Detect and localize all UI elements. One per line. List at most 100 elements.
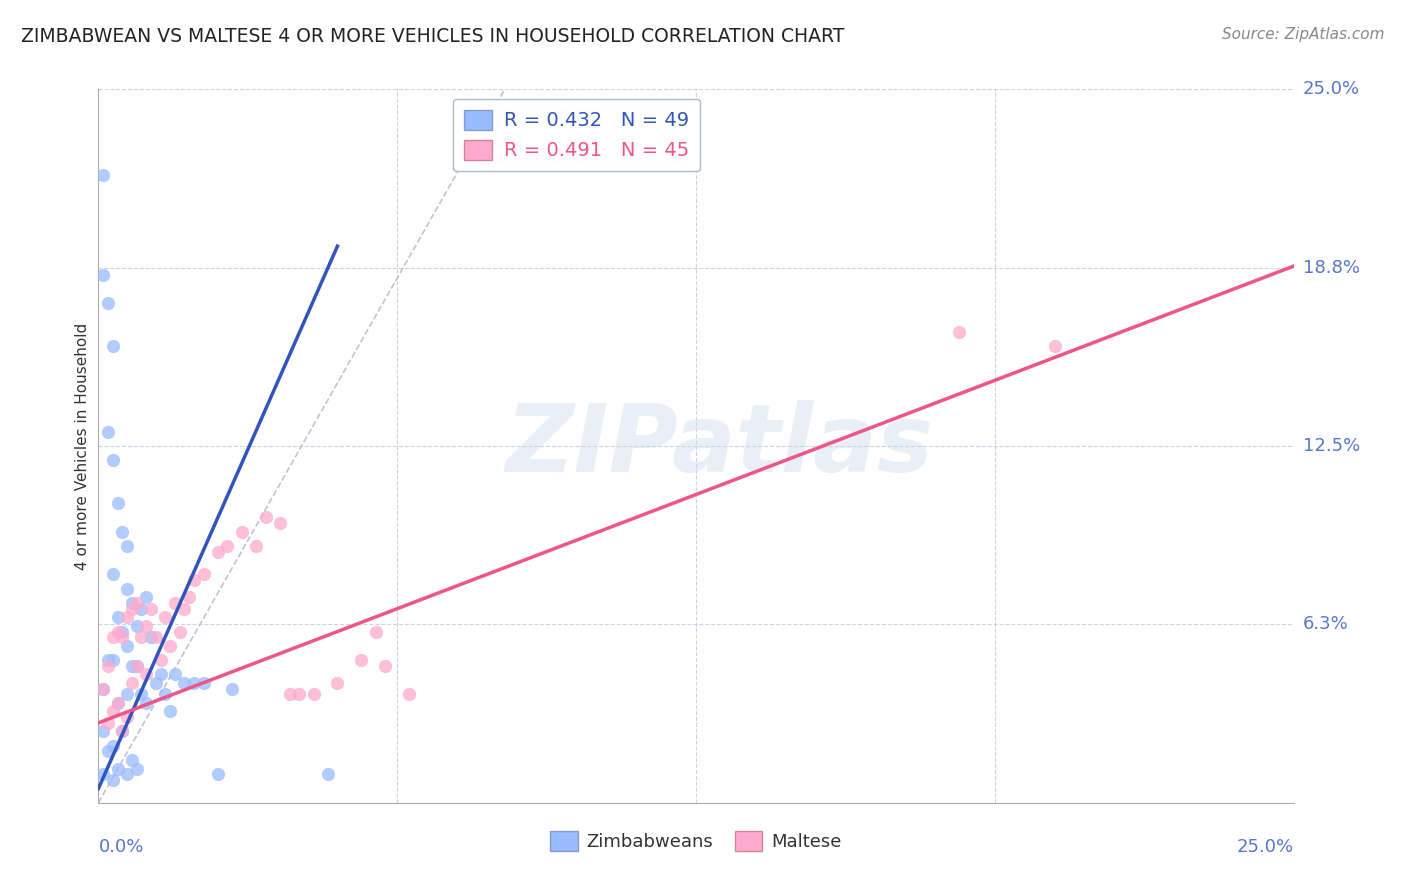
- Point: [125, 619, 148, 633]
- Point: [91, 681, 114, 696]
- Point: [155, 687, 177, 701]
- Point: [374, 658, 396, 673]
- Point: [221, 681, 243, 696]
- Point: [97, 653, 120, 667]
- Point: [135, 667, 157, 681]
- Point: [97, 296, 120, 310]
- Text: 12.5%: 12.5%: [1303, 437, 1361, 455]
- Point: [163, 596, 186, 610]
- Text: ZIMBABWEAN VS MALTESE 4 OR MORE VEHICLES IN HOUSEHOLD CORRELATION CHART: ZIMBABWEAN VS MALTESE 4 OR MORE VEHICLES…: [21, 27, 845, 45]
- Point: [364, 624, 387, 639]
- Text: 18.8%: 18.8%: [1303, 259, 1360, 277]
- Point: [115, 767, 138, 781]
- Point: [131, 630, 153, 644]
- Point: [149, 653, 172, 667]
- Text: 0.0%: 0.0%: [98, 838, 143, 856]
- Text: 25.0%: 25.0%: [1236, 838, 1294, 856]
- Point: [115, 710, 138, 724]
- Point: [193, 567, 215, 582]
- Point: [183, 676, 205, 690]
- Point: [135, 696, 157, 710]
- Point: [107, 610, 129, 624]
- Point: [111, 524, 134, 539]
- Point: [155, 610, 177, 624]
- Point: [101, 630, 124, 644]
- Point: [139, 601, 162, 615]
- Point: [101, 653, 124, 667]
- Point: [97, 715, 120, 730]
- Point: [217, 539, 239, 553]
- Point: [159, 705, 181, 719]
- Point: [97, 744, 120, 758]
- Point: [111, 630, 134, 644]
- Point: [91, 724, 114, 739]
- Point: [948, 325, 970, 339]
- Point: [131, 601, 153, 615]
- Legend: Zimbabweans, Maltese: Zimbabweans, Maltese: [543, 823, 849, 858]
- Point: [135, 591, 157, 605]
- Point: [149, 667, 172, 681]
- Point: [101, 567, 124, 582]
- Point: [101, 772, 124, 787]
- Text: ZIPatlas: ZIPatlas: [506, 400, 934, 492]
- Point: [135, 619, 157, 633]
- Point: [207, 544, 229, 558]
- Point: [302, 687, 325, 701]
- Point: [145, 676, 167, 690]
- Point: [121, 601, 143, 615]
- Point: [121, 676, 143, 690]
- Point: [91, 268, 114, 282]
- Point: [316, 767, 339, 781]
- Point: [111, 624, 134, 639]
- Point: [115, 639, 138, 653]
- Point: [111, 724, 134, 739]
- Point: [169, 624, 191, 639]
- Point: [101, 739, 124, 753]
- Point: [115, 582, 138, 596]
- Point: [173, 601, 195, 615]
- Point: [179, 591, 201, 605]
- Point: [97, 425, 120, 439]
- Point: [107, 696, 129, 710]
- Point: [125, 658, 148, 673]
- Point: [183, 573, 205, 587]
- Point: [145, 630, 167, 644]
- Point: [101, 453, 124, 467]
- Point: [91, 168, 114, 182]
- Y-axis label: 4 or more Vehicles in Household: 4 or more Vehicles in Household: [75, 322, 90, 570]
- Point: [288, 687, 311, 701]
- Point: [254, 510, 277, 524]
- Point: [107, 624, 129, 639]
- Point: [326, 676, 349, 690]
- Point: [101, 339, 124, 353]
- Point: [398, 687, 420, 701]
- Point: [115, 610, 138, 624]
- Text: 6.3%: 6.3%: [1303, 615, 1348, 633]
- Point: [97, 658, 120, 673]
- Point: [125, 658, 148, 673]
- Point: [107, 762, 129, 776]
- Point: [278, 687, 301, 701]
- Point: [269, 516, 291, 530]
- Point: [193, 676, 215, 690]
- Point: [107, 496, 129, 510]
- Point: [125, 762, 148, 776]
- Text: Source: ZipAtlas.com: Source: ZipAtlas.com: [1222, 27, 1385, 42]
- Point: [1043, 339, 1066, 353]
- Point: [350, 653, 373, 667]
- Point: [173, 676, 195, 690]
- Point: [125, 596, 148, 610]
- Point: [245, 539, 267, 553]
- Point: [101, 705, 124, 719]
- Point: [111, 724, 134, 739]
- Text: 25.0%: 25.0%: [1303, 80, 1360, 98]
- Point: [159, 639, 181, 653]
- Point: [121, 596, 143, 610]
- Point: [115, 539, 138, 553]
- Point: [139, 630, 162, 644]
- Point: [91, 681, 114, 696]
- Point: [231, 524, 253, 539]
- Point: [121, 753, 143, 767]
- Point: [131, 687, 153, 701]
- Point: [207, 767, 229, 781]
